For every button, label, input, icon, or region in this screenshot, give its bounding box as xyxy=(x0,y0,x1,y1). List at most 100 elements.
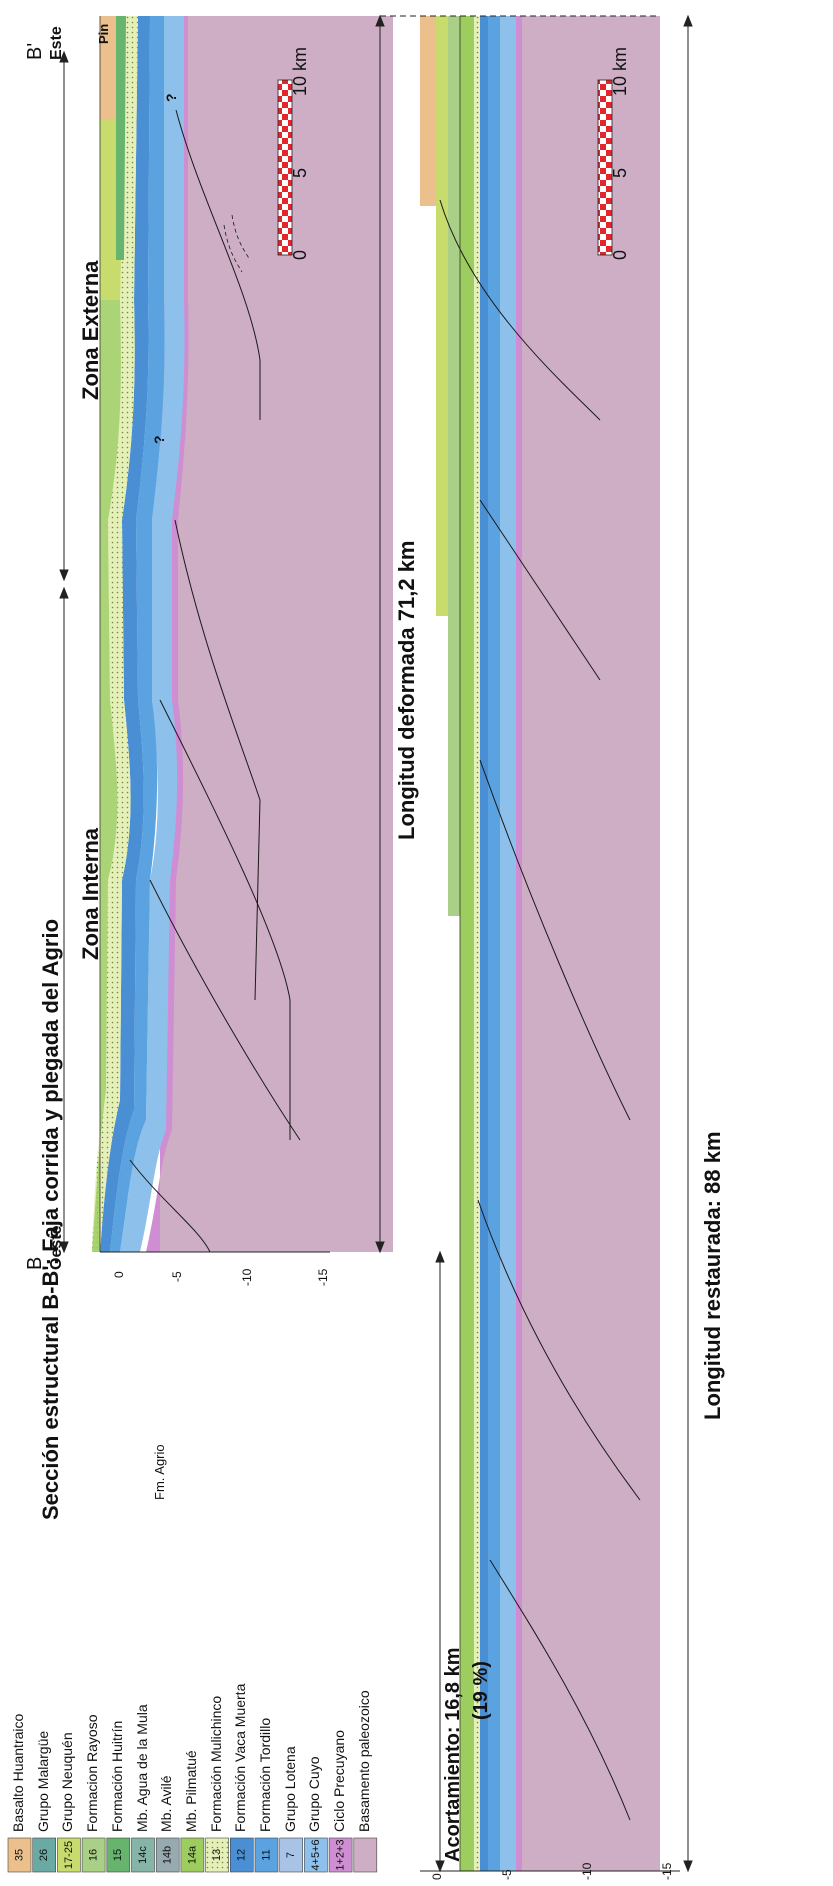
fm-agrio-label: Fm. Agrio xyxy=(152,1444,167,1500)
legend-label: Mb. Pilmatué xyxy=(182,1750,199,1832)
legend-label: Mb. Agua de la Mula xyxy=(133,1704,150,1832)
legend-label: Formación Tordillo xyxy=(257,1717,273,1832)
deformed-length-label: Longitud deformada 71,2 km xyxy=(394,540,419,841)
scale-tick-10: 10 km xyxy=(290,46,310,96)
shortening-label-2: (19 %) xyxy=(470,1661,492,1720)
legend-label: Grupo Lotena xyxy=(281,1746,298,1832)
legend-label: Formacion Rayoso xyxy=(84,1714,101,1833)
restored-tordillo xyxy=(488,16,500,1871)
restored-mulichinco xyxy=(474,16,480,1871)
depth-tick-bottom-15: -15 xyxy=(660,1862,674,1880)
huitrin-band xyxy=(116,16,126,260)
legend-code: 13 xyxy=(211,1849,223,1861)
restored-huantraico xyxy=(420,16,436,206)
legend-code: 11 xyxy=(260,1849,272,1860)
depth-tick-bottom-5: -5 xyxy=(500,1869,514,1880)
tordillo-band xyxy=(110,16,165,1252)
legend-swatch xyxy=(155,1837,180,1873)
legend-label: Grupo Malargüe xyxy=(34,1730,51,1832)
legend-label: Basalto Huantraico xyxy=(10,1713,26,1832)
basement-fill xyxy=(160,16,393,1252)
legend-code: 26 xyxy=(38,1849,50,1861)
zone-arrows xyxy=(59,50,69,1254)
title: Sección estructural B-B': Faja corrida y… xyxy=(38,918,63,1520)
scale-bar xyxy=(277,79,293,256)
legend-label: Formación Mulichinco xyxy=(207,1695,224,1832)
scale-tick-0-restored: 0 xyxy=(610,249,630,260)
legend-swatch xyxy=(254,1837,279,1873)
legend-code: 16 xyxy=(88,1849,100,1861)
restored-precuyano xyxy=(516,16,522,1871)
depth-tick-top-15: -15 xyxy=(316,1268,330,1286)
question-mark-2: ? xyxy=(151,435,167,444)
restored-vaca-muerta xyxy=(480,16,488,1871)
legend-swatch xyxy=(7,1837,32,1873)
pin-label: Pin xyxy=(96,23,111,44)
legend-swatch xyxy=(32,1837,57,1873)
legend-label: Formación Vaca Muerta xyxy=(232,1683,249,1832)
legend-swatch xyxy=(81,1837,106,1873)
legend-code: 4+5+6 xyxy=(310,1839,322,1870)
legend-swatch xyxy=(57,1837,81,1873)
legend-swatches: 35 26 17-25 16 15 14c 14b 14a 13 12 11 7 4+5+6 1+2+3 xyxy=(7,1837,378,1873)
huantraico-band xyxy=(100,16,120,120)
left-dir: Oeste xyxy=(48,1225,65,1270)
legend-code: 15 xyxy=(112,1849,124,1861)
legend-code: 14c xyxy=(137,1846,149,1864)
question-mark-1: ? xyxy=(163,93,179,102)
legend-swatch xyxy=(131,1837,155,1873)
deformed-length-arrow xyxy=(375,14,385,1254)
scale-tick-0: 0 xyxy=(290,249,310,260)
restored-cuyo xyxy=(500,16,516,1871)
right-letter: B' xyxy=(24,42,46,60)
legend-swatch xyxy=(230,1837,254,1873)
legend-label: Grupo Neuquén xyxy=(59,1732,76,1832)
scale-tick-10-restored: 10 km xyxy=(610,46,630,96)
restored-neuquen xyxy=(436,16,448,616)
inferred-faults xyxy=(223,214,251,273)
depth-tick-top-10: -10 xyxy=(240,1268,254,1286)
agrio-band xyxy=(92,16,126,1252)
scale-bar-restored xyxy=(597,79,613,256)
legend-swatch xyxy=(106,1837,131,1873)
restored-section xyxy=(420,16,660,1871)
legend-swatch xyxy=(279,1837,304,1873)
legend-code: 17-25 xyxy=(63,1841,75,1869)
legend-label: Ciclo Precuyano xyxy=(331,1730,348,1832)
thrust-faults xyxy=(129,109,301,1253)
zone-externa-label: Zona Externa xyxy=(78,260,103,400)
legend-code: 14b xyxy=(162,1846,174,1864)
restored-length-arrow xyxy=(683,14,693,1873)
restored-agrio xyxy=(460,16,474,1871)
legend-swatch xyxy=(304,1837,328,1873)
shortening-label-1: Acortamiento: 16,8 km xyxy=(442,1647,464,1862)
legend-code: 7 xyxy=(285,1852,297,1858)
depth-tick-bottom-10: -10 xyxy=(580,1862,594,1880)
cuyo-band xyxy=(120,16,185,1252)
scale-tick-5: 5 xyxy=(290,167,310,178)
restored-rayoso xyxy=(448,16,460,916)
legend-code: 1+2+3 xyxy=(335,1839,347,1870)
restored-length-label: Longitud restaurada: 88 km xyxy=(700,1131,725,1420)
deformed-section xyxy=(92,16,393,1253)
legend-swatch xyxy=(180,1837,205,1873)
legend-swatch xyxy=(205,1837,229,1873)
depth-tick-bottom-0: 0 xyxy=(430,1873,444,1880)
legend-swatch xyxy=(353,1837,378,1873)
scale-tick-5-restored: 5 xyxy=(610,167,630,178)
legend-label: Mb. Avilé xyxy=(158,1775,175,1832)
depth-tick-top-0: 0 xyxy=(112,1271,126,1278)
mulichinco-band xyxy=(92,16,138,1252)
legend-swatch xyxy=(328,1837,353,1873)
restored-faults xyxy=(439,199,641,1821)
right-dir: Este xyxy=(48,26,65,60)
shortening-arrow xyxy=(435,1250,445,1873)
depth-tick-top-5: -5 xyxy=(170,1271,184,1282)
zone-interna-label: Zona Interna xyxy=(78,827,103,960)
legend-code: 12 xyxy=(236,1849,248,1861)
legend-code: 35 xyxy=(13,1849,25,1861)
legend-label: Grupo Cuyo xyxy=(306,1756,323,1832)
legend-label: Basamento paleozoico xyxy=(355,1690,372,1832)
